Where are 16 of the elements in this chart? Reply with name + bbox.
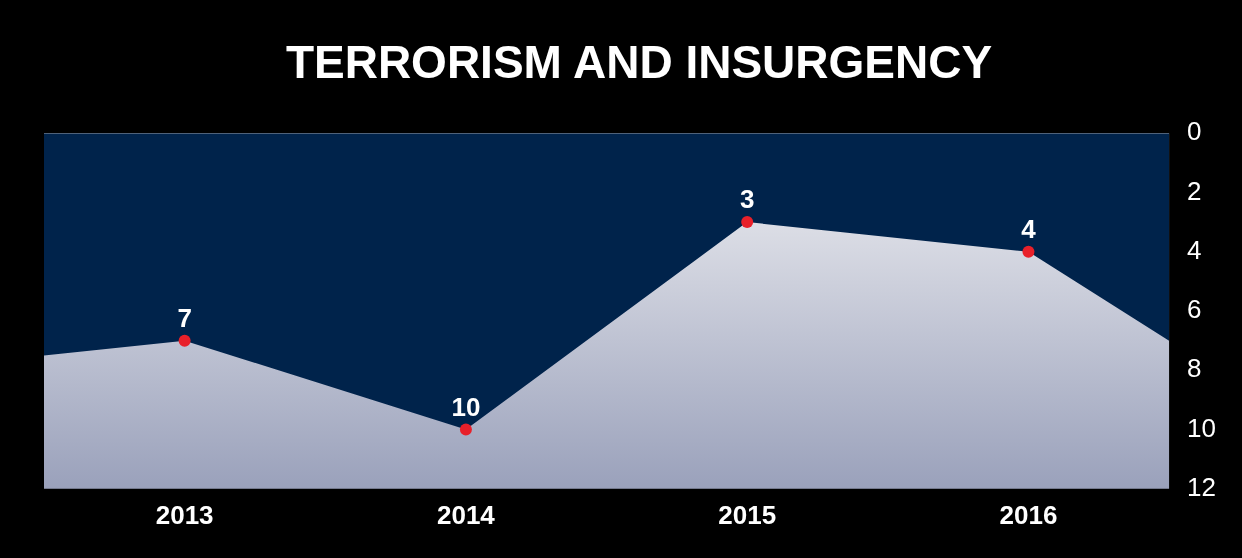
- data-label: 3: [739, 184, 755, 215]
- chart-title: TERRORISM AND INSURGENCY: [285, 36, 993, 89]
- y-tick-label: 2: [1187, 175, 1202, 206]
- data-label: 7: [177, 302, 192, 333]
- x-tick-label: 2013: [155, 499, 214, 530]
- y-tick-label: 0: [1187, 116, 1202, 147]
- x-tick-label: 2015: [718, 499, 777, 530]
- data-label: 10: [451, 391, 481, 422]
- y-tick-label: 6: [1187, 294, 1202, 325]
- data-label: 4: [1021, 213, 1037, 244]
- x-tick-label: 2016: [999, 499, 1058, 530]
- x-tick-label: 2014: [436, 499, 496, 530]
- y-tick-label: 12: [1187, 471, 1216, 502]
- y-tick-label: 8: [1187, 353, 1202, 384]
- y-tick-label: 10: [1187, 412, 1216, 443]
- y-tick-label: 4: [1187, 234, 1202, 265]
